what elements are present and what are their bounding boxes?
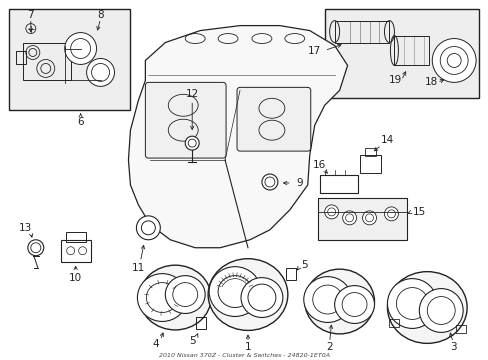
Bar <box>9 9 130 110</box>
Bar <box>65 232 85 242</box>
Bar <box>394 36 428 66</box>
Ellipse shape <box>139 265 211 330</box>
Text: 17: 17 <box>307 45 321 55</box>
Text: 11: 11 <box>132 263 145 273</box>
Circle shape <box>431 39 475 82</box>
Text: 3: 3 <box>449 342 456 352</box>
Bar <box>359 155 381 173</box>
Circle shape <box>384 207 398 221</box>
Circle shape <box>386 279 436 328</box>
Ellipse shape <box>303 276 351 323</box>
Bar <box>364 148 376 156</box>
Text: 12: 12 <box>185 89 199 99</box>
FancyBboxPatch shape <box>145 82 225 158</box>
Text: 18: 18 <box>424 77 437 87</box>
Bar <box>61 240 90 262</box>
Ellipse shape <box>165 276 205 314</box>
Bar <box>16 50 26 64</box>
FancyBboxPatch shape <box>237 87 310 151</box>
Text: 14: 14 <box>380 135 393 145</box>
Bar <box>285 268 295 280</box>
Bar <box>23 42 71 80</box>
Text: 7: 7 <box>27 10 34 20</box>
Circle shape <box>64 32 96 64</box>
Circle shape <box>342 211 356 225</box>
Circle shape <box>262 174 277 190</box>
Ellipse shape <box>137 274 187 321</box>
Bar <box>319 175 357 193</box>
Text: 15: 15 <box>412 207 425 217</box>
Text: 8: 8 <box>97 10 103 20</box>
Text: 5: 5 <box>188 336 195 346</box>
Ellipse shape <box>208 259 287 330</box>
Ellipse shape <box>304 269 374 334</box>
Circle shape <box>136 216 160 240</box>
Text: 1: 1 <box>244 342 251 352</box>
Circle shape <box>362 211 376 225</box>
Bar <box>388 319 399 328</box>
Bar <box>196 318 206 329</box>
Bar <box>334 21 388 42</box>
Bar <box>317 198 407 212</box>
Polygon shape <box>128 26 347 248</box>
Ellipse shape <box>334 285 374 323</box>
Circle shape <box>419 289 462 332</box>
Text: 19: 19 <box>388 75 401 85</box>
Ellipse shape <box>386 272 466 343</box>
Circle shape <box>324 205 338 219</box>
Text: 5: 5 <box>301 260 307 270</box>
Text: 4: 4 <box>152 339 158 349</box>
Ellipse shape <box>241 278 282 318</box>
Text: 10: 10 <box>69 273 82 283</box>
Text: 13: 13 <box>19 223 32 233</box>
Text: 9: 9 <box>296 178 303 188</box>
Circle shape <box>86 58 114 86</box>
Bar <box>324 9 478 98</box>
Bar <box>455 325 465 333</box>
Circle shape <box>185 136 199 150</box>
Bar <box>317 198 407 240</box>
Ellipse shape <box>209 267 261 316</box>
Text: 16: 16 <box>312 160 325 170</box>
Circle shape <box>28 240 44 256</box>
Text: 2: 2 <box>325 342 332 352</box>
Text: 2010 Nissan 370Z - Cluster & Switches - 24820-1ET0A: 2010 Nissan 370Z - Cluster & Switches - … <box>158 353 329 358</box>
Text: 6: 6 <box>77 117 84 127</box>
